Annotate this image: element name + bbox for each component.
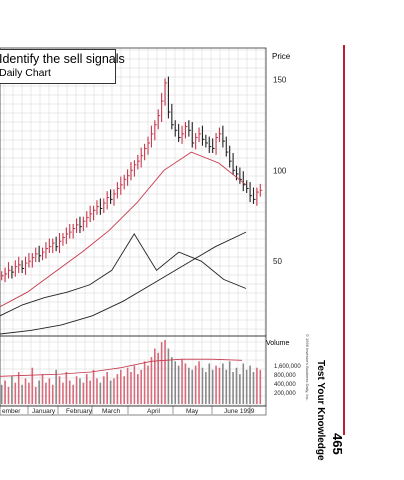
relative-strength-line: [0, 233, 247, 317]
volume-average-line: [0, 358, 243, 377]
price-axis: 50 100 150: [273, 75, 287, 266]
month-tick-label: ember: [2, 408, 21, 415]
volume-bars: [0, 340, 262, 404]
price-tick-label: 150: [273, 75, 287, 84]
copyright-notice: © 1999 Investor's Business Daily, Inc.: [305, 334, 310, 401]
price-panel-grid: [0, 48, 266, 336]
month-tick-label: June 1999: [224, 408, 255, 415]
time-axis-frame: [0, 405, 267, 416]
moving-average-long-line: [0, 231, 247, 335]
price-bars: [1, 76, 263, 283]
chart-title-box: Identify the sell signals Daily Chart: [0, 49, 125, 84]
volume-tick-label: 1,600,000: [274, 364, 301, 370]
month-tick-label: February: [66, 408, 93, 415]
volume-tick-label: 800,000: [274, 373, 296, 379]
time-axis: ember January February March April May June 19…: [0, 405, 267, 416]
volume-axis: 1,600,000 800,000 400,000 200,000: [274, 364, 301, 397]
month-tick-label: April: [147, 408, 161, 415]
month-tick-label: January: [32, 408, 56, 415]
price-tick-label: 50: [273, 257, 282, 266]
price-axis-label: Price: [272, 52, 291, 61]
chart-title: Identify the sell signals: [0, 52, 125, 66]
section-title: Test Your Knowledge: [315, 360, 326, 461]
month-tick-label: May: [186, 408, 199, 415]
moving-average-lines: [0, 151, 247, 335]
month-tick-label: March: [102, 408, 120, 415]
page-number: 465: [330, 433, 345, 455]
chart-subtitle: Daily Chart: [0, 67, 51, 79]
volume-axis-label: Volume: [266, 340, 290, 347]
moving-average-short-line: [0, 151, 247, 308]
volume-tick-label: 200,000: [274, 391, 296, 397]
volume-tick-label: 400,000: [274, 382, 296, 388]
price-tick-label: 100: [273, 166, 287, 175]
page-accent-rule: [343, 45, 345, 435]
